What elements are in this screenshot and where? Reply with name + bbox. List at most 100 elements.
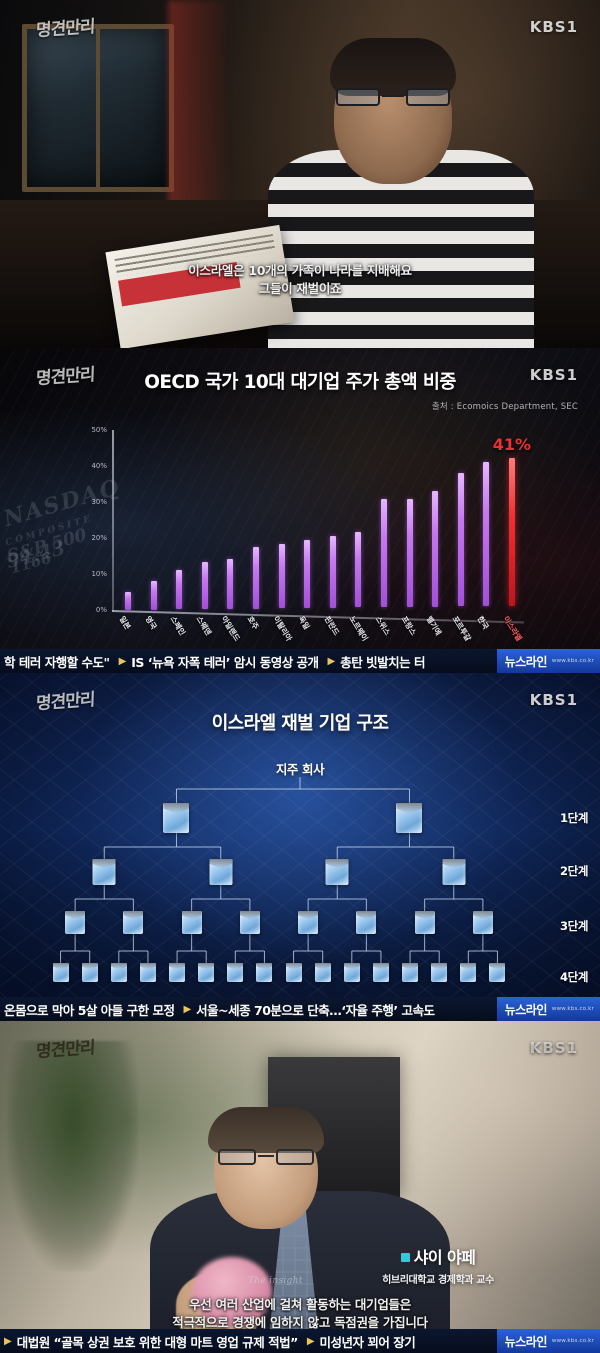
program-logo: 명견만리 [35,16,95,42]
level-label-4: 4단계 [560,970,588,984]
channel-watermark: KBS1 [529,366,578,384]
bar-item: 스페인 [169,569,187,637]
y-tick-label: 50% [91,426,107,434]
subtitle-line-1: 우선 여러 산업에 걸쳐 활동하는 대기업들은 [189,1297,411,1312]
news-badge-label: 뉴스라인 [504,654,548,669]
news-badge-url: www.kbs.co.kr [551,658,594,664]
ticker-arrow-icon: ▶ [306,1335,315,1347]
orgchart-title: 이스라엘 재벌 기업 구조 [211,713,389,734]
org-node [256,963,273,982]
plant-decor [8,1041,138,1271]
bar [278,543,285,609]
y-tick-label: 40% [91,462,107,470]
person-hair [208,1107,324,1153]
y-tick-label: 20% [91,534,107,542]
ticker-item-2: IS ‘뉴욕 자폭 테러’ 암시 동영상 공개 [131,654,319,670]
bar [252,547,259,609]
bar-item: 한국 [476,462,494,631]
speaker-name: 샤이 야페 [338,1244,538,1268]
ticker-arrow-icon: ▶ [183,1003,192,1015]
bar-item: 독일 [297,539,315,631]
chart-plot-area: 0% 10% 20% 30% 40% 50% 일본 영국 스페인 스웨덴 아일랜드 호주 이탈리아 독일… [91,426,532,643]
bar [355,531,362,608]
bar-item: 벨기에 [425,491,443,637]
bar-item: 아일랜드 [220,558,242,643]
flower-decor [192,1257,272,1327]
level-label-1: 1단계 [560,811,588,825]
org-node [123,911,144,934]
orgchart-connectors [60,777,498,963]
bar [432,491,439,607]
org-node [163,803,190,833]
insight-watermark: The insight [248,1276,303,1286]
org-node [356,911,377,934]
org-node [198,963,215,982]
y-tick-label: 0% [95,606,107,614]
level-label-3: 3단계 [560,919,588,933]
bar-item: 핀란드 [322,535,341,637]
news-badge-url: www.kbs.co.kr [551,1338,594,1344]
subtitle-line-2: 적극적으로 경쟁에 임하지 않고 독점권을 가집니다 [172,1315,428,1330]
ticker-item-1: 대법원 “골목 상권 보호 위한 대형 마트 영업 규제 적법” [16,1334,299,1350]
bar [150,580,157,610]
bar-item: 노르웨이 [348,531,370,643]
org-node [239,911,260,934]
org-node [402,963,419,982]
y-tick-label: 10% [91,570,107,578]
bar-item: 스웨덴 [194,562,213,637]
level-label-2: 2단계 [560,864,588,878]
org-node [227,963,244,982]
org-node [489,963,506,982]
chart-title: OECD 국가 10대 대기업 주가 총액 비중 [144,372,456,393]
news-badge-url: www.kbs.co.kr [551,1006,594,1012]
ticker-arrow-icon: ▶ [327,655,336,667]
bar-item: 이탈리아 [271,543,293,643]
bar [329,535,336,608]
ticker-item-1: 온몸으로 막아 5살 아들 구한 모정 [4,1002,175,1018]
orgchart-tree [0,777,600,1003]
glasses-icon [336,88,450,106]
chart-background [0,348,600,673]
subtitle-line-2: 그들이 재벌이죠 [258,281,342,296]
news-ticker: ▶ 대법원 “골목 상권 보호 위한 대형 마트 영업 규제 적법” ▶ 미성년… [0,1329,600,1353]
bar [380,499,387,608]
org-node [139,963,156,982]
org-node [431,963,448,982]
ticker-item-2: 미성년자 꾀어 장기 [319,1334,416,1350]
bar-item: 프랑스 [399,498,418,637]
chart-bars: 일본 영국 스페인 스웨덴 아일랜드 호주 이탈리아 독일 핀란드 노르웨이 스위스 프랑스 벨기에 포르… [118,430,532,643]
org-node [285,963,302,982]
panel-org-chart: 명견만리 KBS1 이스라엘 재벌 기업 구조 지주 회사 1단계 2단계 3단… [0,673,600,1021]
subtitle-line-1: 이스라엘은 10개의 가족이 나라를 지배해요 [188,263,412,278]
speaker-role: 히브리대학교 경제학과 교수 [382,1275,494,1286]
bar [457,473,464,607]
bar: 41% [493,435,531,606]
speaker-name-tag: 샤이 야페 히브리대학교 경제학과 교수 [338,1244,538,1286]
stockboard-texture [0,348,600,673]
news-program-badge: 뉴스라인 www.kbs.co.kr [496,649,600,673]
bar-item: 포르투갈 [450,473,473,643]
org-node [460,963,477,982]
bar [304,539,311,609]
bar-item: 41% 이스라엘 [493,435,531,642]
news-badge-label: 뉴스라인 [504,1334,548,1349]
news-program-badge: 뉴스라인 www.kbs.co.kr [496,1329,600,1353]
org-node [442,859,466,885]
bar [125,592,131,610]
orgchart-root-label: 지주 회사 [275,762,325,777]
org-node [65,911,86,934]
ticker-arrow-icon: ▶ [4,1335,12,1347]
ticker-arrow-icon: ▶ [118,655,127,667]
bar [176,569,183,610]
person-hair [330,38,456,96]
ticker-item-2: 서울~세종 70분으로 단축…‘자율 주행’ 고속도 [196,1002,435,1018]
org-node [472,911,493,934]
ticker-item-3: 총탄 빗발치는 터 [340,654,425,670]
bar-item: 일본 [118,592,136,631]
bar [483,462,490,607]
org-node [298,911,319,934]
org-node [81,963,98,982]
news-ticker: 학 테러 자행할 수도" ▶ IS ‘뉴욕 자폭 테러’ 암시 동영상 공개 ▶… [0,649,600,673]
ticker-item-1: 학 테러 자행할 수도" [4,654,110,670]
